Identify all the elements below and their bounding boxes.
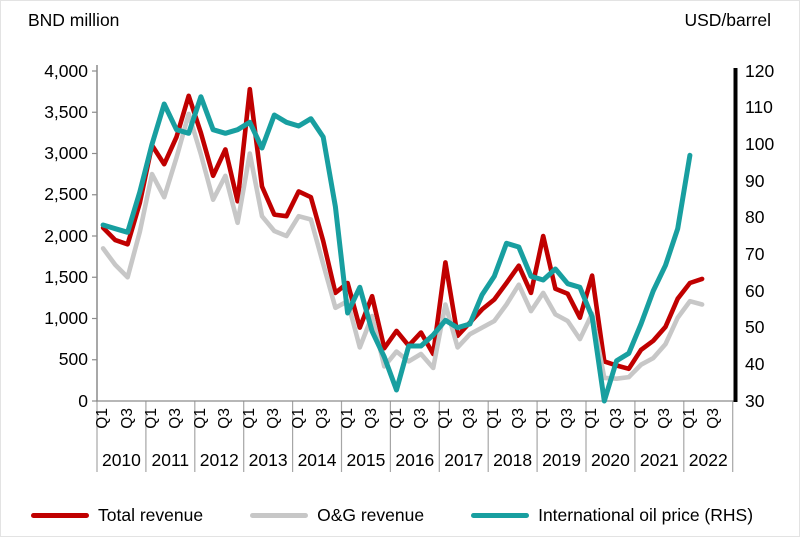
quarter-tick-label: Q1 [387, 408, 405, 429]
year-tick-label: 2015 [346, 450, 386, 470]
quarter-tick-label: Q3 [705, 408, 723, 429]
quarter-tick-label: Q3 [558, 408, 576, 429]
year-tick-label: 2013 [248, 450, 288, 470]
quarter-tick-label: Q1 [632, 408, 649, 429]
year-tick-label: 2010 [101, 450, 141, 470]
quarter-tick-label: Q1 [240, 408, 258, 429]
quarter-tick-label: Q1 [191, 408, 209, 429]
quarter-tick-label: Q3 [656, 408, 674, 429]
year-tick-label: 2022 [688, 450, 728, 470]
quarter-tick-label: Q1 [680, 408, 698, 429]
left-axis-tick-label: 500 [58, 349, 88, 370]
right-axis-tick-label: 30 [745, 390, 765, 411]
quarter-tick-label: Q1 [94, 408, 112, 429]
year-tick-label: 2017 [444, 450, 484, 470]
year-tick-label: 2011 [151, 450, 190, 470]
left-axis-tick-label: 1,000 [44, 308, 88, 328]
series-line-international-oil-price-rhs [100, 94, 693, 404]
og-revenue-swatch [250, 513, 309, 518]
legend-item-oil-price: International oil price (RHS) [471, 505, 753, 526]
quarter-tick-label: Q3 [509, 408, 527, 429]
quarter-tick-label: Q1 [436, 408, 454, 429]
right-axis-tick-label: 110 [745, 97, 773, 118]
quarter-tick-label: Q1 [143, 408, 160, 429]
oil-price-swatch [471, 513, 530, 518]
year-tick-label: 2018 [493, 450, 533, 470]
legend-label-total-revenue: Total revenue [98, 505, 204, 525]
legend-item-og-revenue: O&G revenue [250, 505, 424, 526]
legend: Total revenue O&G revenue International … [31, 505, 775, 526]
year-tick-label: 2020 [590, 450, 630, 470]
quarter-tick-label: Q3 [411, 408, 429, 429]
quarter-tick-label: Q3 [265, 408, 283, 429]
quarter-tick-label: Q1 [583, 408, 601, 429]
right-axis-tick-label: 80 [745, 207, 765, 228]
year-tick-label: 2012 [199, 450, 239, 470]
quarter-tick-label: Q3 [607, 408, 625, 429]
quarter-tick-label: Q3 [118, 408, 136, 429]
legend-item-total-revenue: Total revenue [31, 505, 203, 526]
right-axis-tick-label: 100 [745, 133, 775, 154]
right-axis-title: USD/barrel [684, 10, 771, 30]
quarter-tick-label: Q3 [363, 408, 381, 429]
left-axis-tick-label: 4,000 [44, 60, 88, 81]
quarter-tick-label: Q3 [314, 408, 332, 429]
legend-label-og-revenue: O&G revenue [317, 505, 425, 525]
series-line-total-revenue [100, 86, 705, 372]
right-axis-tick-label: 70 [745, 243, 765, 264]
year-tick-label: 2014 [297, 450, 337, 470]
right-axis-tick-label: 120 [745, 60, 775, 81]
right-axis-tick-label: 90 [745, 170, 765, 191]
series-line-o-g-revenue [100, 111, 705, 381]
quarter-tick-label: Q3 [216, 408, 234, 429]
quarter-tick-label: Q3 [460, 408, 478, 429]
left-axis-tick-label: 1,500 [44, 266, 88, 287]
left-axis-title: BND million [28, 10, 120, 30]
quarter-tick-label: Q1 [289, 408, 307, 429]
left-axis-tick-label: 2,000 [44, 225, 88, 246]
year-tick-label: 2021 [639, 450, 679, 470]
year-tick-label: 2016 [395, 450, 435, 470]
year-tick-label: 2019 [542, 450, 581, 470]
right-axis-tick-label: 60 [745, 280, 765, 301]
total-revenue-swatch [31, 513, 89, 518]
left-axis-tick-label: 0 [78, 390, 88, 411]
left-axis-tick-label: 3,000 [44, 143, 88, 163]
quarter-tick-label: Q1 [534, 408, 552, 429]
left-axis-tick-label: 2,500 [44, 184, 88, 205]
quarter-tick-label: Q1 [485, 408, 503, 429]
right-axis-tick-label: 50 [745, 317, 765, 338]
left-axis-tick-label: 3,500 [44, 101, 88, 122]
quarter-tick-label: Q1 [338, 408, 356, 429]
right-axis-tick-label: 40 [745, 353, 765, 374]
legend-label-oil-price: International oil price (RHS) [538, 505, 754, 525]
quarter-tick-label: Q3 [167, 408, 185, 429]
